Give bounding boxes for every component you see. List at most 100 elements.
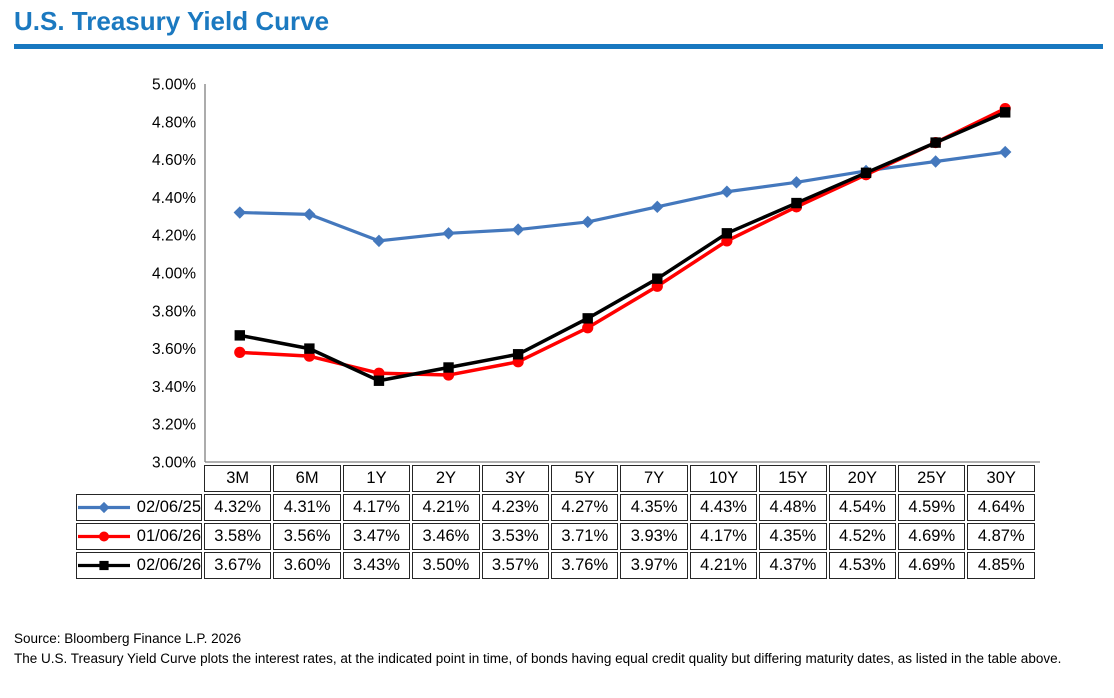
- square-marker: [304, 343, 315, 354]
- yield-value-cell: 3.46%: [412, 523, 480, 550]
- y-tick-label: 3.20%: [152, 417, 196, 434]
- chart-description: The U.S. Treasury Yield Curve plots the …: [14, 651, 1062, 666]
- yield-value-cell: 4.21%: [412, 494, 480, 521]
- yield-value-cell: 4.21%: [689, 552, 758, 579]
- square-marker: [582, 313, 593, 324]
- square-marker: [652, 273, 663, 284]
- yield-value-cell: 4.52%: [828, 523, 897, 550]
- diamond-marker: [511, 223, 525, 236]
- legend-key-square: [78, 560, 130, 571]
- y-tick-label: 3.40%: [152, 379, 196, 396]
- yield-value-cell: 3.71%: [551, 523, 619, 550]
- yield-value-cell: 4.54%: [828, 494, 897, 521]
- yield-value-cell: 4.85%: [967, 552, 1035, 579]
- yield-value-cell: 3.57%: [481, 552, 550, 579]
- yield-value-cell: 3.76%: [551, 552, 619, 579]
- square-marker: [791, 197, 802, 209]
- yield-data-table: 3M 6M 1Y 2Y 3Y 5Y 7Y 10Y 15Y 20Y 25Y 30Y 02/06/25 4.3…: [74, 463, 1037, 581]
- square-marker: [373, 375, 385, 386]
- square-marker: [860, 167, 872, 179]
- yield-value-cell: 4.48%: [759, 494, 827, 521]
- square-marker: [721, 228, 733, 239]
- maturity-header: 2Y: [412, 465, 480, 492]
- diamond-marker: [233, 206, 246, 219]
- yield-value-cell: 4.35%: [759, 523, 827, 550]
- diamond-marker: [581, 215, 594, 229]
- yield-value-cell: 4.35%: [620, 494, 688, 521]
- yield-value-cell: 3.60%: [273, 552, 341, 579]
- yield-value-cell: 4.32%: [204, 494, 272, 521]
- yield-value-cell: 3.53%: [481, 523, 550, 550]
- yield-value-cell: 3.97%: [620, 552, 688, 579]
- diamond-marker: [720, 185, 734, 198]
- square-marker: [930, 137, 941, 148]
- yield-value-cell: 4.53%: [828, 552, 897, 579]
- circle-marker: [234, 346, 246, 358]
- diamond-marker: [303, 208, 316, 221]
- maturity-header: 6M: [273, 465, 341, 492]
- legend-key-circle: [78, 531, 130, 542]
- y-tick-label: 4.80%: [152, 114, 196, 131]
- yield-value-cell: 4.37%: [759, 552, 827, 579]
- yield-value-cell: 3.56%: [273, 523, 341, 550]
- square-marker: [512, 349, 524, 360]
- yield-value-cell: 4.17%: [689, 523, 758, 550]
- yield-value-cell: 3.47%: [342, 523, 411, 550]
- y-tick-label: 4.00%: [152, 266, 196, 283]
- maturity-header: 3Y: [481, 465, 550, 492]
- yield-value-cell: 4.17%: [342, 494, 411, 521]
- series-date-label: 01/06/26: [136, 527, 201, 545]
- maturity-header: 30Y: [967, 465, 1035, 492]
- maturity-header: 1Y: [342, 465, 411, 492]
- yield-value-cell: 3.58%: [204, 523, 272, 550]
- yield-value-cell: 4.59%: [898, 494, 966, 521]
- table-row: 02/06/25 4.32% 4.31% 4.17% 4.21% 4.23% 4.27% 4.…: [76, 494, 1035, 521]
- series-line-2: [238, 110, 1007, 383]
- yield-curve-chart: 5.00% 4.80% 4.60% 4.40% 4.20% 4.00% 3.80% 3.60%…: [0, 60, 1114, 472]
- square-marker: [1000, 107, 1011, 118]
- maturity-header: 10Y: [689, 465, 758, 492]
- y-tick-label: 4.20%: [152, 228, 196, 245]
- y-tick-label: 5.00%: [152, 77, 196, 94]
- table-corner-cell: [76, 465, 202, 492]
- table-row: 02/06/26 3.67% 3.60% 3.43% 3.50% 3.57% 3.76% 3.…: [76, 552, 1035, 579]
- yield-value-cell: 3.43%: [342, 552, 411, 579]
- series-legend-cell: 01/06/26: [76, 523, 202, 550]
- series-date-label: 02/06/26: [136, 556, 201, 574]
- maturity-header: 7Y: [620, 465, 688, 492]
- diamond-marker: [372, 234, 386, 248]
- y-tick-label: 4.60%: [152, 152, 196, 169]
- y-tick-label: 4.40%: [152, 190, 196, 207]
- yield-value-cell: 3.93%: [620, 523, 688, 550]
- y-tick-label: 3.80%: [152, 303, 196, 320]
- footer: Source: Bloomberg Finance L.P. 2026 The …: [14, 629, 1102, 668]
- diamond-marker: [929, 155, 942, 168]
- yield-value-cell: 4.27%: [551, 494, 619, 521]
- legend-key-diamond: [78, 501, 130, 514]
- maturity-header: 15Y: [759, 465, 827, 492]
- square-marker: [443, 362, 454, 373]
- yield-value-cell: 4.69%: [898, 523, 966, 550]
- circle-legend-marker: [99, 531, 109, 542]
- circle-marker: [582, 322, 594, 334]
- yield-value-cell: 4.87%: [967, 523, 1035, 550]
- maturity-header: 5Y: [551, 465, 619, 492]
- maturity-header: 25Y: [898, 465, 966, 492]
- series-legend-cell: 02/06/25: [76, 494, 202, 521]
- y-tick-label: 3.00%: [152, 455, 196, 472]
- yield-value-cell: 4.31%: [273, 494, 341, 521]
- diamond-legend-marker: [98, 501, 110, 514]
- page-title: U.S. Treasury Yield Curve: [14, 6, 330, 36]
- yield-value-cell: 4.23%: [481, 494, 550, 521]
- y-tick-label: 3.60%: [152, 341, 196, 358]
- maturity-header: 20Y: [828, 465, 897, 492]
- maturity-header: 3M: [204, 465, 272, 492]
- diamond-marker: [999, 145, 1012, 159]
- yield-value-cell: 4.43%: [689, 494, 758, 521]
- series-date-label: 02/06/25: [136, 498, 201, 516]
- yield-value-cell: 4.69%: [898, 552, 966, 579]
- table-row: 01/06/26 3.58% 3.56% 3.47% 3.46% 3.53% 3.71% 3.…: [76, 523, 1035, 550]
- title-underline-rule: [14, 44, 1103, 49]
- diamond-marker: [442, 227, 455, 240]
- yield-value-cell: 3.50%: [412, 552, 480, 579]
